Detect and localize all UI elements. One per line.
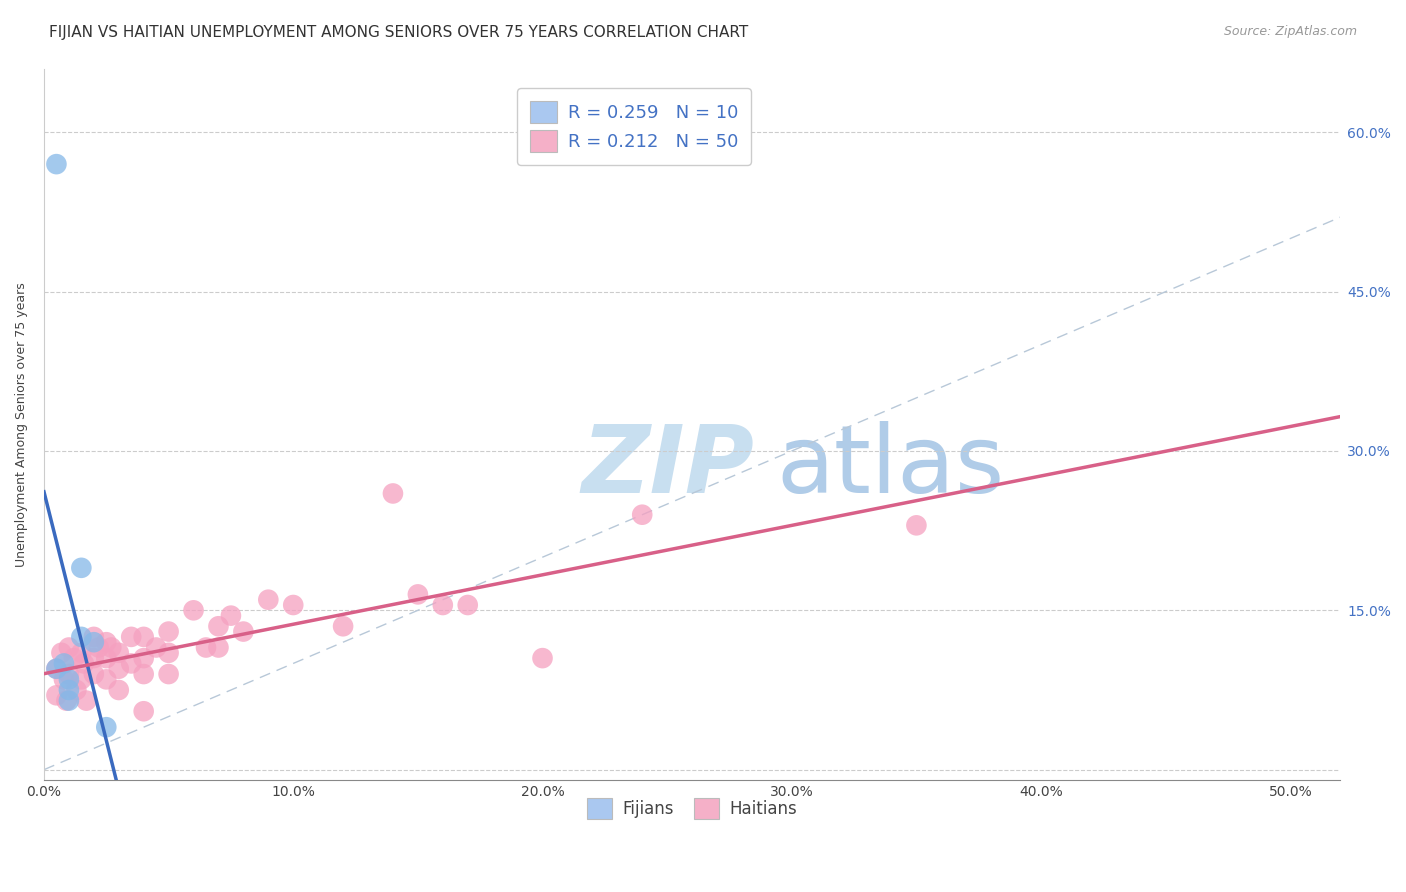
Point (132, 651, 155, 665)
Point (45, 662, 67, 676)
Point (45, 157, 67, 171)
Point (631, 508, 654, 522)
Point (100, 640, 122, 655)
Point (83, 651, 105, 665)
Point (120, 630, 142, 644)
Point (107, 683, 129, 698)
Point (70, 646, 93, 660)
Y-axis label: Unemployment Among Seniors over 75 years: Unemployment Among Seniors over 75 years (15, 282, 28, 566)
Point (207, 619, 229, 633)
Point (183, 603, 205, 617)
Point (157, 667, 180, 681)
Point (96, 651, 118, 665)
Point (83, 630, 105, 644)
Point (457, 598, 479, 612)
Point (219, 608, 242, 623)
Point (83, 667, 105, 681)
Legend: Fijians, Haitians: Fijians, Haitians (581, 792, 803, 825)
Point (257, 592, 280, 607)
Point (58, 667, 80, 681)
Point (132, 630, 155, 644)
Point (120, 657, 142, 671)
Point (195, 640, 218, 655)
Point (107, 646, 129, 660)
Point (65, 683, 87, 698)
Point (381, 486, 404, 500)
Point (905, 518, 928, 533)
Point (406, 587, 429, 601)
Text: atlas: atlas (776, 421, 1004, 513)
Point (96, 720, 118, 734)
Point (63, 651, 86, 665)
Point (75, 693, 97, 707)
Point (51, 646, 73, 660)
Point (232, 624, 254, 639)
Point (283, 598, 305, 612)
Point (207, 640, 229, 655)
Point (58, 693, 80, 707)
Point (52, 657, 75, 671)
Point (157, 624, 180, 639)
Point (96, 673, 118, 687)
Point (87, 640, 110, 655)
Text: ZIP: ZIP (582, 421, 755, 513)
Point (55, 693, 77, 707)
Point (45, 662, 67, 676)
Point (145, 640, 167, 655)
Point (332, 619, 354, 633)
Point (132, 704, 155, 718)
Text: Source: ZipAtlas.com: Source: ZipAtlas.com (1223, 25, 1357, 38)
Point (531, 651, 554, 665)
Point (70, 630, 93, 644)
Point (83, 635, 105, 649)
Point (107, 662, 129, 676)
Point (58, 683, 80, 698)
Point (132, 667, 155, 681)
Point (70, 673, 93, 687)
Point (73, 657, 96, 671)
Text: FIJIAN VS HAITIAN UNEMPLOYMENT AMONG SENIORS OVER 75 YEARS CORRELATION CHART: FIJIAN VS HAITIAN UNEMPLOYMENT AMONG SEN… (49, 25, 748, 40)
Point (52, 673, 75, 687)
Point (70, 561, 93, 575)
Point (96, 635, 118, 649)
Point (45, 688, 67, 702)
Point (157, 646, 180, 660)
Point (58, 640, 80, 655)
Point (432, 598, 454, 612)
Point (58, 673, 80, 687)
